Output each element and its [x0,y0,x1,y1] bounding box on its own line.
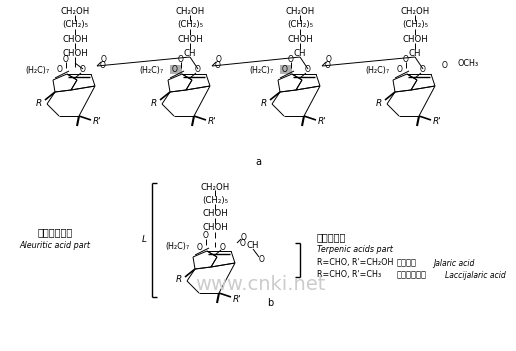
Text: O: O [203,232,209,240]
Text: R=CHO, R'=CH₂OH: R=CHO, R'=CH₂OH [317,258,393,267]
Text: L: L [142,236,147,245]
Text: CH₂OH: CH₂OH [285,7,315,16]
Text: O: O [442,61,448,71]
Text: O: O [288,54,294,64]
Text: R': R' [207,118,216,126]
Text: CHOH: CHOH [62,48,88,58]
Text: CH₂OH: CH₂OH [175,7,205,16]
Text: CH: CH [247,240,259,250]
Text: 壳脑酵酸: 壳脑酵酸 [397,258,417,267]
Text: OCH₃: OCH₃ [458,59,479,67]
Text: (CH₂)₅: (CH₂)₅ [177,20,203,29]
Text: O: O [326,55,332,65]
Text: R': R' [318,118,327,126]
Bar [280,65,292,74]
Text: R: R [261,99,267,107]
Text: CHOH: CHOH [177,34,203,44]
Text: O: O [397,66,403,74]
Text: 萜涵酸部分: 萜涵酸部分 [317,232,346,242]
Text: Aleuritic acid part: Aleuritic acid part [20,241,90,251]
Text: R': R' [233,294,241,304]
Text: (CH₂)₅: (CH₂)₅ [202,196,228,205]
Text: (H₂C)₇: (H₂C)₇ [25,66,49,74]
Text: R=CHO, R'=CH₃: R=CHO, R'=CH₃ [317,271,381,279]
Text: R': R' [93,118,101,126]
Text: O: O [420,66,426,74]
Text: O: O [101,55,107,65]
Text: O: O [195,66,201,74]
Text: O: O [220,243,226,252]
Text: CH: CH [294,48,307,58]
Text: R': R' [432,118,441,126]
Text: O: O [325,61,331,71]
Text: 紫胶壳脑酵酸: 紫胶壳脑酵酸 [397,271,427,279]
Text: www.cnki.net: www.cnki.net [195,276,325,294]
Text: CH₂OH: CH₂OH [60,7,90,16]
Text: O: O [172,66,178,74]
Text: b: b [267,298,273,308]
Bar [170,65,182,74]
Text: (H₂C)₇: (H₂C)₇ [140,66,164,74]
Text: CH: CH [184,48,196,58]
Text: R: R [176,276,182,285]
Text: Terpenic acids part: Terpenic acids part [317,245,393,253]
Text: Laccijalaric acid: Laccijalaric acid [445,271,506,279]
Text: O: O [403,54,409,64]
Text: 紫胶桐酸部分: 紫胶桐酸部分 [37,227,73,237]
Text: CHOH: CHOH [402,34,428,44]
Text: CHOH: CHOH [62,34,88,44]
Text: O: O [57,66,63,74]
Text: O: O [100,61,106,71]
Text: Jalaric acid: Jalaric acid [433,258,474,267]
Text: R: R [36,99,42,107]
Text: O: O [215,61,221,71]
Text: (CH₂)₅: (CH₂)₅ [62,20,88,29]
Text: CHOH: CHOH [287,34,313,44]
Text: (H₂C)₇: (H₂C)₇ [365,66,389,74]
Text: (H₂C)₇: (H₂C)₇ [165,243,189,252]
Text: CH: CH [409,48,421,58]
Text: O: O [216,55,222,65]
Text: CH₂OH: CH₂OH [200,183,230,192]
Text: O: O [178,54,184,64]
Text: (CH₂)₅: (CH₂)₅ [287,20,313,29]
Text: R: R [376,99,382,107]
Text: O: O [259,256,265,265]
Text: (CH₂)₅: (CH₂)₅ [402,20,428,29]
Text: CHOH: CHOH [202,210,228,219]
Text: R: R [151,99,157,107]
Text: a: a [255,157,261,167]
Text: O: O [241,232,247,241]
Text: O: O [305,66,311,74]
Text: O: O [240,238,246,247]
Text: O: O [197,243,203,252]
Text: O: O [282,66,288,74]
Text: CHOH: CHOH [202,224,228,232]
Text: O: O [63,54,69,64]
Text: O: O [80,66,86,74]
Text: CH₂OH: CH₂OH [400,7,430,16]
Text: (H₂C)₇: (H₂C)₇ [250,66,274,74]
